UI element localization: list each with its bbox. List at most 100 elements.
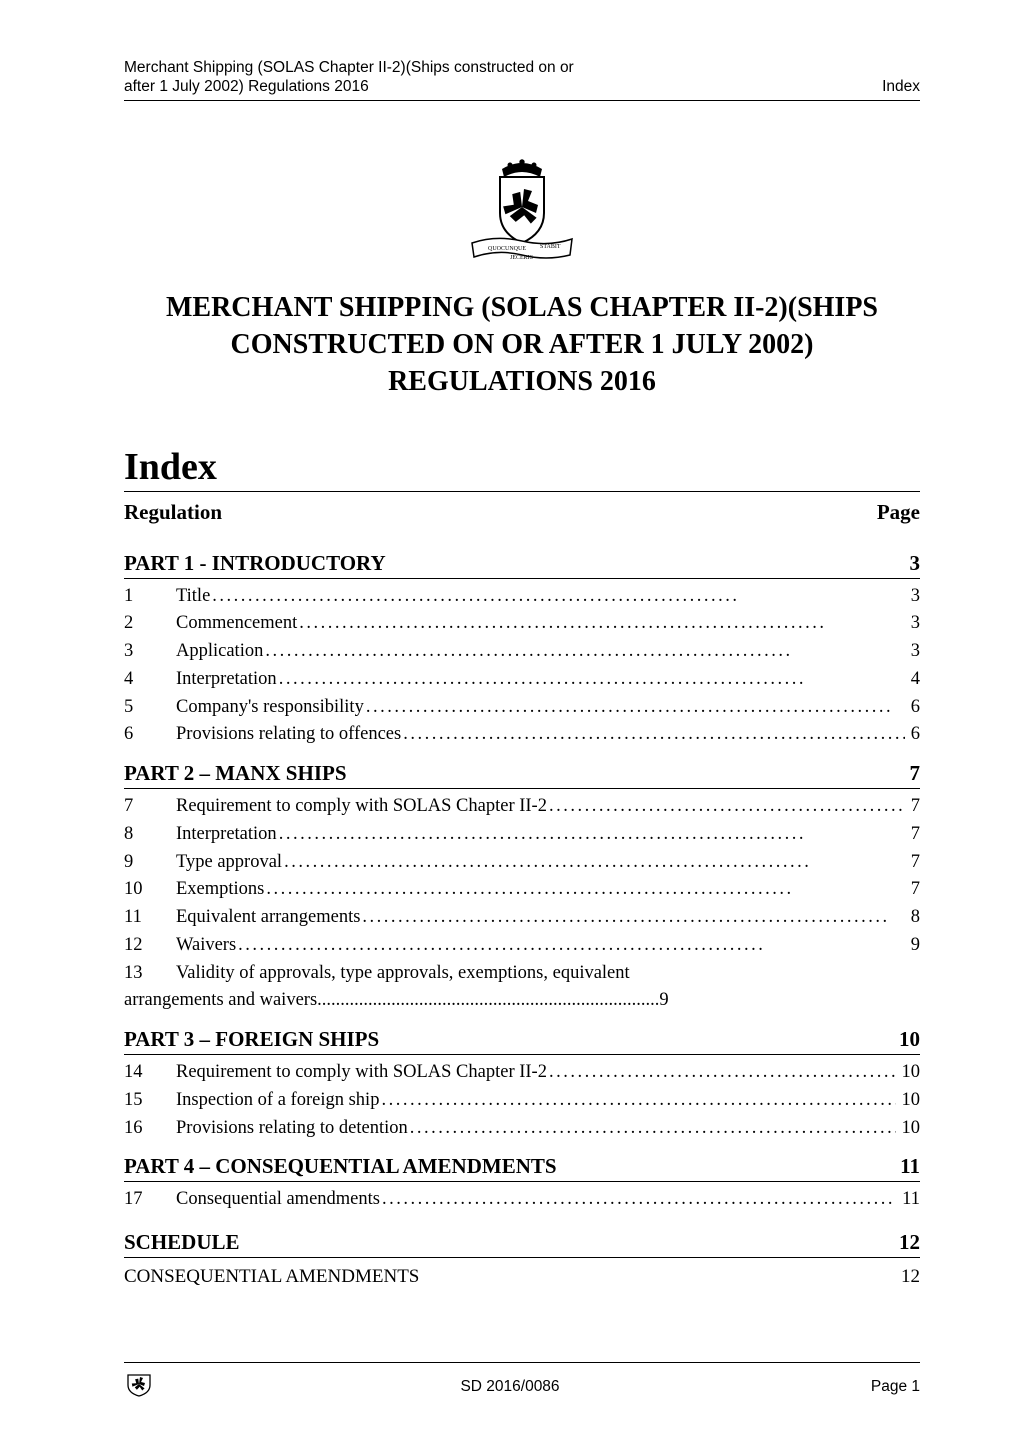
- isle-of-man-crest-icon: QUOCUNQUE STABIT JECERIS: [466, 155, 578, 263]
- toc-text: Consequential amendments: [176, 1186, 380, 1214]
- toc-leader: ........................................…: [284, 849, 905, 877]
- toc-page: 11: [898, 1186, 920, 1214]
- footer-page-number: Page 1: [871, 1378, 920, 1396]
- part-heading-label: PART 1 - INTRODUCTORY: [124, 551, 900, 576]
- part-heading-label: PART 2 – MANX SHIPS: [124, 761, 900, 786]
- toc-text-cont: arrangements and waivers: [124, 987, 317, 1015]
- toc-text: Requirement to comply with SOLAS Chapter…: [176, 1059, 547, 1087]
- toc-leader: ........................................…: [403, 721, 905, 749]
- toc-leader: ........................................…: [279, 821, 905, 849]
- toc-entry: 1Title..................................…: [124, 583, 920, 611]
- toc-entry: 10Exemptions............................…: [124, 876, 920, 904]
- part-heading-page: 11: [890, 1154, 920, 1179]
- toc-entry: 14Requirement to comply with SOLAS Chapt…: [124, 1059, 920, 1087]
- toc-leader: ........................................…: [366, 694, 905, 722]
- toc-num: 1: [124, 583, 176, 611]
- toc-text: Inspection of a foreign ship: [176, 1087, 379, 1115]
- toc-page: 3: [907, 610, 920, 638]
- schedule-heading: SCHEDULE 12: [124, 1230, 920, 1258]
- crest-motto-bottom: JECERIS: [510, 255, 533, 261]
- toc-entry: 17Consequential amendments..............…: [124, 1186, 920, 1214]
- toc-leader: ........................................…: [238, 932, 905, 960]
- footer-crest-small-icon: [124, 1371, 154, 1402]
- toc-page: 7: [907, 876, 920, 904]
- toc-page: 7: [907, 849, 920, 877]
- toc-num: 3: [124, 638, 176, 666]
- schedule-sub-label: CONSEQUENTIAL AMENDMENTS: [124, 1266, 419, 1288]
- toc-entry: 15Inspection of a foreign ship..........…: [124, 1087, 920, 1115]
- toc-num: 6: [124, 721, 176, 749]
- toc-entry: 8Interpretation.........................…: [124, 821, 920, 849]
- running-header-left-line2: after 1 July 2002) Regulations 2016: [124, 78, 369, 95]
- toc-text: Company's responsibility: [176, 694, 364, 722]
- part-heading-page: 7: [900, 761, 921, 786]
- toc-leader: ........................................…: [212, 583, 904, 611]
- document-title-line1: MERCHANT SHIPPING (SOLAS CHAPTER II-2)(S…: [166, 292, 878, 323]
- schedule-heading-page: 12: [899, 1230, 920, 1255]
- toc-num: 15: [124, 1087, 176, 1115]
- toc-text: Requirement to comply with SOLAS Chapter…: [176, 793, 547, 821]
- running-header: Merchant Shipping (SOLAS Chapter II-2)(S…: [124, 58, 920, 101]
- toc-page: 7: [907, 793, 920, 821]
- toc-page: 8: [907, 904, 920, 932]
- toc-num: 2: [124, 610, 176, 638]
- toc-num: 13: [124, 960, 176, 988]
- running-header-left: Merchant Shipping (SOLAS Chapter II-2)(S…: [124, 58, 574, 97]
- toc-leader: ........................................…: [410, 1115, 896, 1143]
- part-heading-label: PART 3 – FOREIGN SHIPS: [124, 1027, 889, 1052]
- toc-entry: 5Company's responsibility...............…: [124, 694, 920, 722]
- toc-num: 7: [124, 793, 176, 821]
- toc-entry: 7Requirement to comply with SOLAS Chapte…: [124, 793, 920, 821]
- toc-text: Exemptions: [176, 876, 264, 904]
- toc-num: 9: [124, 849, 176, 877]
- toc-leader: ........................................…: [279, 666, 905, 694]
- part-heading-page: 3: [900, 551, 921, 576]
- toc-leader: ........................................…: [381, 1087, 895, 1115]
- crest-motto-left: QUOCUNQUE: [488, 246, 526, 252]
- part-heading: PART 3 – FOREIGN SHIPS 10: [124, 1027, 920, 1055]
- toc-leader: ........................................…: [382, 1186, 896, 1214]
- toc-page: 4: [907, 666, 920, 694]
- document-title-line3: REGULATIONS 2016: [388, 366, 656, 397]
- toc-text: Interpretation: [176, 666, 277, 694]
- part-heading: PART 4 – CONSEQUENTIAL AMENDMENTS 11: [124, 1154, 920, 1182]
- toc-leader: ........................................…: [549, 793, 905, 821]
- toc-num: 5: [124, 694, 176, 722]
- toc-entry: 9Type approval..........................…: [124, 849, 920, 877]
- toc-text: Commencement: [176, 610, 297, 638]
- crest-wrap: QUOCUNQUE STABIT JECERIS: [124, 155, 920, 268]
- running-header-right: Index: [882, 77, 920, 96]
- page: Merchant Shipping (SOLAS Chapter II-2)(S…: [0, 0, 1020, 1442]
- toc-page: 9: [659, 987, 668, 1015]
- toc-entry: 4 Interpretation.........................…: [124, 666, 920, 694]
- part-heading-page: 10: [889, 1027, 920, 1052]
- document-title-line2: CONSTRUCTED ON OR AFTER 1 JULY 2002): [231, 329, 814, 360]
- toc-page: 10: [898, 1059, 921, 1087]
- toc-num: 12: [124, 932, 176, 960]
- toc-leader: ........................................…: [265, 638, 904, 666]
- toc-page: 3: [907, 583, 920, 611]
- schedule-sub: CONSEQUENTIAL AMENDMENTS 12: [124, 1266, 920, 1288]
- toc-entry: 13Validity of approvals, type approvals,…: [124, 960, 920, 988]
- toc-leader: ........................................…: [299, 610, 905, 638]
- toc-column-header: Regulation Page: [124, 500, 920, 525]
- toc-entry: 6Provisions relating to offences........…: [124, 721, 920, 749]
- index-heading: Index: [124, 445, 920, 492]
- toc-num: 11: [124, 904, 176, 932]
- toc-text: Equivalent arrangements: [176, 904, 360, 932]
- toc-page: 7: [907, 821, 920, 849]
- toc-page: 10: [898, 1087, 921, 1115]
- toc-page: 10: [898, 1115, 921, 1143]
- toc-leader: ........................................…: [266, 876, 904, 904]
- schedule-sub-page: 12: [901, 1266, 920, 1288]
- part-heading-label: PART 4 – CONSEQUENTIAL AMENDMENTS: [124, 1154, 890, 1179]
- toc-entry: 16Provisions relating to detention......…: [124, 1115, 920, 1143]
- footer-center: SD 2016/0086: [460, 1378, 559, 1396]
- toc-num: 8: [124, 821, 176, 849]
- toc-entry: 3Application............................…: [124, 638, 920, 666]
- schedule-heading-label: SCHEDULE: [124, 1230, 240, 1255]
- toc-text: Provisions relating to detention: [176, 1115, 408, 1143]
- toc-page: 6: [907, 721, 920, 749]
- toc-col-right: Page: [877, 500, 920, 525]
- toc-entry-continuation: arrangements and waivers................…: [124, 987, 920, 1015]
